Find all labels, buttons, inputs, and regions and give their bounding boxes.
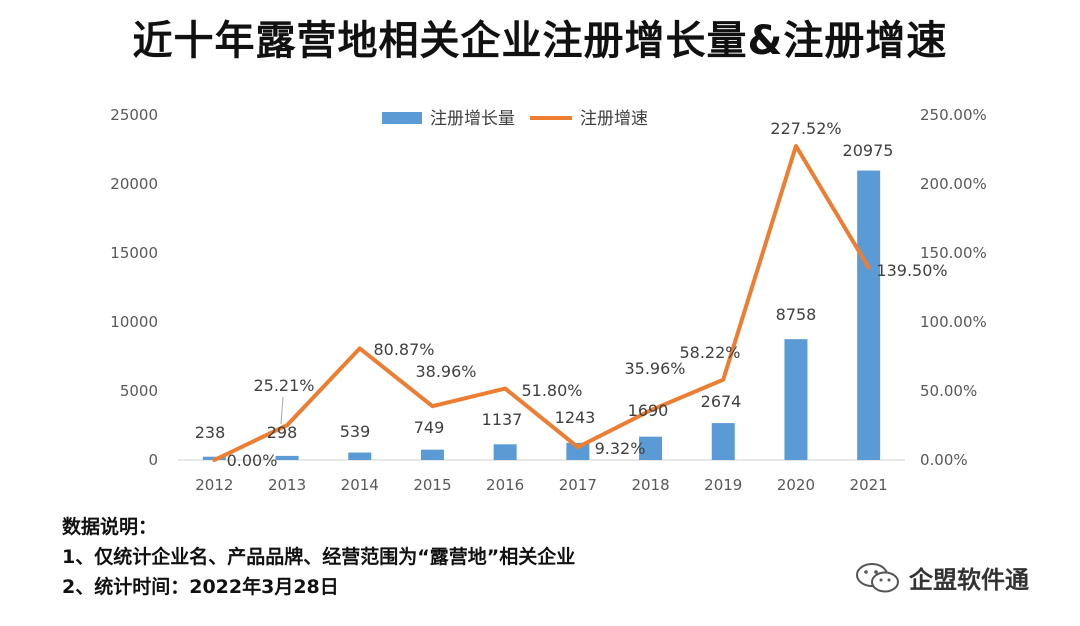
y-left-tick-label: 0 xyxy=(148,451,158,469)
x-tick-label: 2012 xyxy=(195,476,233,494)
bar xyxy=(493,444,517,460)
x-tick-label: 2019 xyxy=(704,476,742,494)
line-data-label: 0.00% xyxy=(227,451,278,470)
bar xyxy=(420,449,444,460)
brand-watermark: 企盟软件通 xyxy=(855,560,1029,595)
line-data-label: 51.80% xyxy=(521,381,582,400)
x-tick-label: 2017 xyxy=(559,476,597,494)
combo-chart: 0 5000 10000 15000 20000 25000 0.00% 50.00% 100.… xyxy=(110,106,987,494)
line-data-label: 58.22% xyxy=(679,343,740,362)
bar-data-label: 749 xyxy=(414,418,445,437)
bar-data-label: 1243 xyxy=(555,408,596,427)
y-left-tick-label: 10000 xyxy=(110,313,158,331)
line-data-label: 227.52% xyxy=(770,119,841,138)
line-data-label: 139.50% xyxy=(876,261,947,280)
y-right-tick-label: 150.00% xyxy=(920,244,987,262)
chart-title: 近十年露营地相关企业注册增长量&注册增速 xyxy=(132,18,948,64)
bar-data-label: 20975 xyxy=(843,141,894,160)
bar xyxy=(784,339,808,460)
notes-line-2: 2、统计时间：2022年3月28日 xyxy=(62,576,339,598)
x-tick-label: 2020 xyxy=(777,476,815,494)
x-tick-label: 2013 xyxy=(268,476,306,494)
line-series xyxy=(212,144,871,462)
data-notes: 数据说明： 1、仅统计企业名、产品品牌、经营范围为“露营地”相关企业 2、统计时… xyxy=(62,512,575,602)
line-data-label: 38.96% xyxy=(415,362,476,381)
y-right-tick-label: 250.00% xyxy=(920,106,987,124)
line-data-label: 80.87% xyxy=(373,340,434,359)
legend-label-line: 注册增速 xyxy=(580,109,648,129)
bar xyxy=(639,436,663,460)
notes-heading: 数据说明： xyxy=(62,516,158,538)
x-tick-label: 2021 xyxy=(850,476,888,494)
bar-data-label: 298 xyxy=(267,423,298,442)
y-left-tick-label: 20000 xyxy=(110,175,158,193)
line-data-label: 35.96% xyxy=(624,359,685,378)
wechat-icon xyxy=(856,562,899,592)
line-data-label: 9.32% xyxy=(595,439,646,458)
bar xyxy=(711,423,735,460)
x-tick-label: 2016 xyxy=(486,476,524,494)
x-tick-label: 2015 xyxy=(413,476,451,494)
bar xyxy=(348,452,372,460)
bar-data-label: 539 xyxy=(340,422,371,441)
y-left-tick-label: 15000 xyxy=(110,244,158,262)
bar-data-label: 2674 xyxy=(701,392,742,411)
label-leader-line xyxy=(280,396,284,425)
y-left-tick-label: 25000 xyxy=(110,106,158,124)
brand-name: 企盟软件通 xyxy=(909,566,1029,594)
legend-swatch-bar xyxy=(382,112,422,124)
line-data-label: 25.21% xyxy=(253,376,314,395)
y-right-tick-label: 0.00% xyxy=(920,451,968,469)
y-right-tick-label: 200.00% xyxy=(920,175,987,193)
bar xyxy=(857,170,881,461)
y-right-tick-label: 50.00% xyxy=(920,382,977,400)
bar-data-label: 1690 xyxy=(628,401,669,420)
legend-label-bar: 注册增长量 xyxy=(430,109,515,129)
y-right-tick-label: 100.00% xyxy=(920,313,987,331)
bar xyxy=(566,442,590,460)
bar xyxy=(275,455,299,460)
x-tick-label: 2014 xyxy=(341,476,379,494)
bar-data-label: 8758 xyxy=(776,305,817,324)
bar-data-label: 1137 xyxy=(482,410,523,429)
bar-data-label: 238 xyxy=(195,423,226,442)
x-tick-label: 2018 xyxy=(631,476,669,494)
notes-line-1: 1、仅统计企业名、产品品牌、经营范围为“露营地”相关企业 xyxy=(62,546,576,568)
y-left-tick-label: 5000 xyxy=(120,382,158,400)
